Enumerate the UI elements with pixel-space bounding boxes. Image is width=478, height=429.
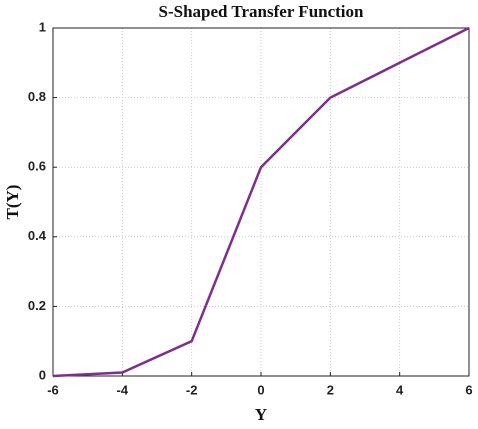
x-tick-label: 0 (257, 382, 264, 397)
y-tick-label: 0.6 (28, 159, 46, 174)
y-axis-label: T(Y) (3, 185, 22, 220)
y-tick-label: 0.4 (28, 228, 47, 243)
y-tick-label: 1 (39, 19, 46, 34)
x-tick-label: 2 (327, 382, 334, 397)
line (52, 26, 470, 378)
x-tick-label: 6 (465, 382, 472, 397)
x-tick-label: 4 (396, 382, 404, 397)
plot-frame (52, 27, 470, 377)
y-tick-label: 0 (39, 367, 46, 382)
x-tick-label: -2 (186, 382, 198, 397)
y-tick-label: 0.2 (28, 298, 46, 313)
chart-title: S-Shaped Transfer Function (159, 2, 365, 21)
x-tick-label: -4 (117, 382, 129, 397)
x-axis-label: Y (255, 405, 267, 424)
y-tick-label: 0.8 (28, 89, 46, 104)
x-tick-label: -6 (47, 382, 59, 397)
